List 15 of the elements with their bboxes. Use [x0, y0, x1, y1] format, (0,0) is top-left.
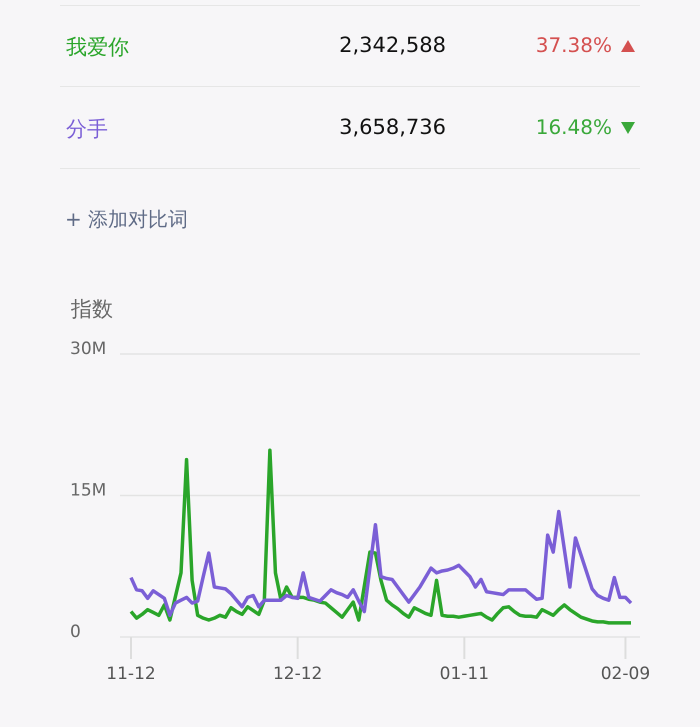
y-tick-label: 15M [70, 480, 106, 500]
x-tick-label: 12-12 [272, 664, 322, 684]
text: 分手 [66, 116, 108, 143]
text: + 添加对比词 [65, 206, 188, 233]
text: 2,342,588 [339, 33, 446, 57]
y-tick-label: 0 [70, 622, 81, 642]
x-tick-label: 11-12 [106, 664, 156, 684]
x-tick-label: 01-11 [440, 664, 490, 684]
y-axis-title: 指数 [71, 296, 113, 323]
text: 16.48% [536, 115, 612, 139]
x-tick-label: 02-09 [600, 664, 650, 684]
y-tick-label: 30M [70, 338, 106, 359]
text: 3,658,736 [339, 115, 446, 139]
text: 37.38% [536, 33, 612, 57]
text: 我爱你 [66, 34, 129, 61]
